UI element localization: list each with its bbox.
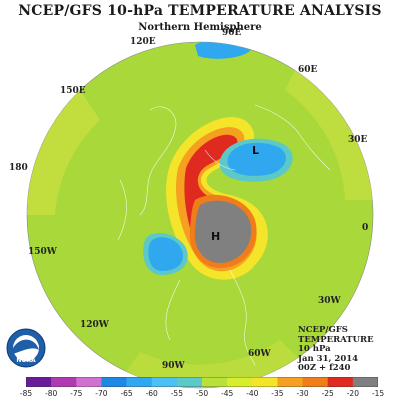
colorbar-segment [327, 377, 354, 387]
lon-label-90w: 90W [162, 361, 186, 371]
map-title: NCEP/GFS 10-hPa TEMPERATURE ANALYSIS [18, 3, 382, 19]
colorbar-tick-label: -25 [321, 389, 334, 398]
colorbar-tick-label: -60 [145, 389, 158, 398]
colorbar-segment [126, 377, 153, 387]
lon-label-120w: 120W [80, 320, 110, 330]
colorbar-tick-label: -15 [371, 389, 385, 398]
colorbar-segment [51, 377, 77, 387]
colorbar-tick-label: -75 [70, 389, 83, 398]
cold-cell-east [227, 142, 286, 176]
temperature-colorbar [26, 377, 378, 387]
analysis-info: NCEP/GFS TEMPERATURE 10 hPa Jan 31, 2014… [298, 325, 374, 374]
colorbar-tick-label: -30 [296, 389, 309, 398]
colorbar-segment [101, 377, 127, 387]
lon-label-150e: 150E [60, 86, 86, 96]
colorbar-segment [252, 377, 278, 387]
lon-label-150w: 150W [28, 247, 58, 257]
info-date: Jan 31, 2014 [298, 353, 359, 364]
lon-label-120e: 120E [130, 37, 156, 47]
info-variable: TEMPERATURE [298, 334, 374, 345]
colorbar-tick-label: -20 [346, 389, 359, 398]
colorbar-tick-label: -85 [19, 389, 33, 398]
warm-core-gray [194, 200, 252, 263]
lon-label-90e: 90E [222, 28, 242, 38]
colorbar-segment [352, 377, 378, 387]
colorbar-segment [176, 377, 203, 387]
noaa-logo: NOAA [6, 328, 46, 368]
lon-label-0: 0 [362, 223, 368, 233]
info-level: 10 hPa [298, 344, 331, 354]
colorbar-tick-label: -35 [271, 389, 284, 398]
info-source: NCEP/GFS [298, 325, 348, 335]
colorbar-segment [26, 377, 52, 387]
lon-label-180: 180 [9, 163, 28, 173]
colorbar-segment [202, 377, 228, 387]
colorbar-tick-label: -50 [195, 389, 209, 398]
lon-label-60w: 60W [248, 349, 272, 359]
colorbar-tick-label: -70 [95, 389, 108, 398]
colorbar-segment [151, 377, 178, 387]
coastlines [117, 104, 331, 366]
noaa-logo-text: NOAA [16, 357, 36, 364]
colorbar-tick-label: -40 [246, 389, 259, 398]
colorbar-segment [302, 377, 329, 387]
colorbar-tick-label: -65 [120, 389, 133, 398]
band-yellowgreen-east [285, 60, 373, 200]
lon-label-60e: 60E [298, 65, 318, 75]
cold-cell-west [148, 237, 184, 271]
colorbar-segment [227, 377, 253, 387]
band-yellowgreen-west [27, 90, 100, 215]
colorbar-segment [76, 377, 102, 387]
map-subtitle: Northern Hemisphere [138, 22, 262, 33]
colorbar-tick-label: -45 [221, 389, 234, 398]
colorbar-tick-label: -55 [170, 389, 183, 398]
lon-label-30w: 30W [318, 296, 342, 306]
info-forecast: 00Z + f240 [298, 363, 351, 373]
low-center-marker: L [252, 144, 259, 157]
colorbar-tick-label: -80 [45, 389, 58, 398]
colorbar-segment [277, 377, 303, 387]
lon-label-30e: 30E [348, 135, 368, 145]
high-center-marker: H [211, 230, 220, 243]
